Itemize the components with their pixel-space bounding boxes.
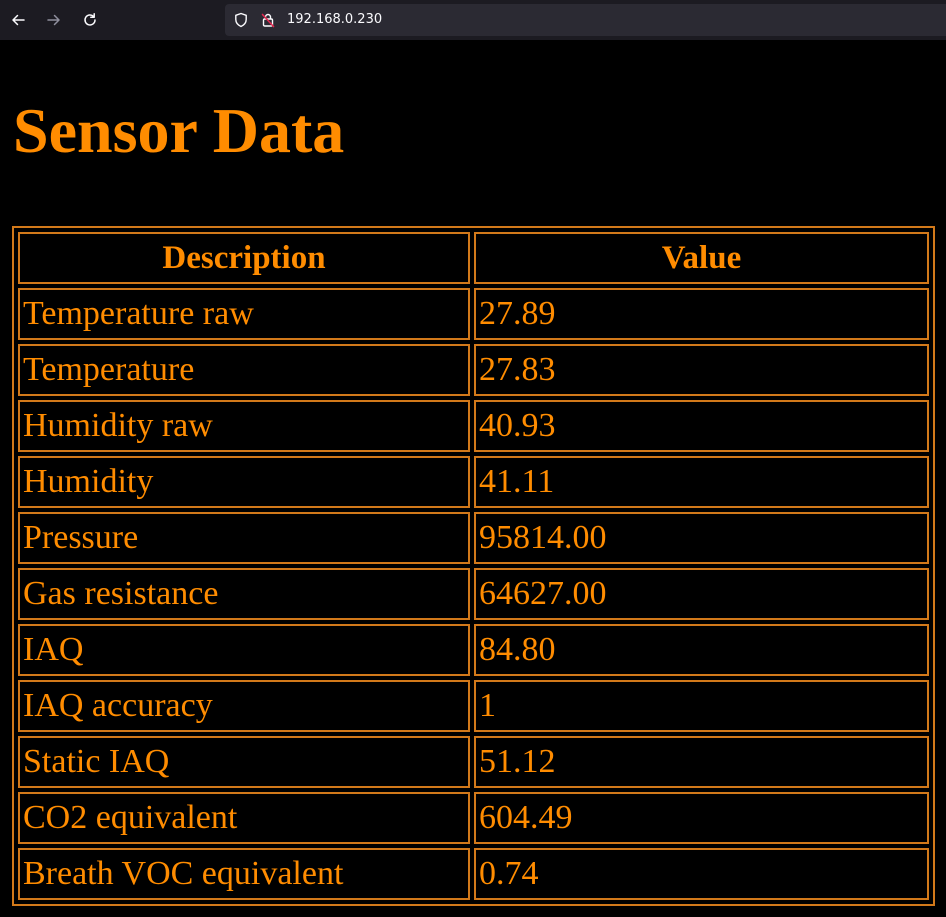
back-button[interactable] <box>6 8 30 32</box>
row-description: IAQ <box>18 624 470 676</box>
row-value: 604.49 <box>474 792 929 844</box>
forward-arrow-icon <box>46 12 62 28</box>
row-value: 64627.00 <box>474 568 929 620</box>
row-description: Breath VOC equivalent <box>18 848 470 900</box>
row-value: 41.11 <box>474 456 929 508</box>
page-title: Sensor Data <box>13 95 345 166</box>
row-value: 0.74 <box>474 848 929 900</box>
url-text[interactable]: 192.168.0.230 <box>287 12 383 27</box>
table-row: Humidity raw 40.93 <box>18 400 929 452</box>
row-description: Humidity raw <box>18 400 470 452</box>
table-row: Static IAQ 51.12 <box>18 736 929 788</box>
row-description: Gas resistance <box>18 568 470 620</box>
shield-icon[interactable] <box>233 12 249 28</box>
table-row: Breath VOC equivalent 0.74 <box>18 848 929 900</box>
browser-toolbar: 192.168.0.230 <box>0 0 946 40</box>
row-value: 27.89 <box>474 288 929 340</box>
table-row: CO2 equivalent 604.49 <box>18 792 929 844</box>
row-value: 95814.00 <box>474 512 929 564</box>
table-row: Humidity 41.11 <box>18 456 929 508</box>
header-description: Description <box>18 232 470 284</box>
url-bar[interactable]: 192.168.0.230 <box>225 4 946 36</box>
table-row: IAQ accuracy 1 <box>18 680 929 732</box>
page-content: Sensor Data Description Value Temperatur… <box>0 40 946 917</box>
table-row: IAQ 84.80 <box>18 624 929 676</box>
table-row: Gas resistance 64627.00 <box>18 568 929 620</box>
forward-button[interactable] <box>42 8 66 32</box>
row-value: 84.80 <box>474 624 929 676</box>
row-value: 51.12 <box>474 736 929 788</box>
row-description: Temperature <box>18 344 470 396</box>
row-description: Pressure <box>18 512 470 564</box>
table-row: Pressure 95814.00 <box>18 512 929 564</box>
insecure-lock-icon[interactable] <box>260 12 276 28</box>
reload-icon <box>82 12 98 28</box>
sensor-data-table: Description Value Temperature raw 27.89 … <box>12 226 935 906</box>
row-value: 27.83 <box>474 344 929 396</box>
row-description: IAQ accuracy <box>18 680 470 732</box>
back-arrow-icon <box>10 12 26 28</box>
row-description: Temperature raw <box>18 288 470 340</box>
table-row: Temperature 27.83 <box>18 344 929 396</box>
row-value: 40.93 <box>474 400 929 452</box>
table-header-row: Description Value <box>18 232 929 284</box>
header-value: Value <box>474 232 929 284</box>
row-description: CO2 equivalent <box>18 792 470 844</box>
row-description: Static IAQ <box>18 736 470 788</box>
table-row: Temperature raw 27.89 <box>18 288 929 340</box>
reload-button[interactable] <box>78 8 102 32</box>
row-description: Humidity <box>18 456 470 508</box>
row-value: 1 <box>474 680 929 732</box>
